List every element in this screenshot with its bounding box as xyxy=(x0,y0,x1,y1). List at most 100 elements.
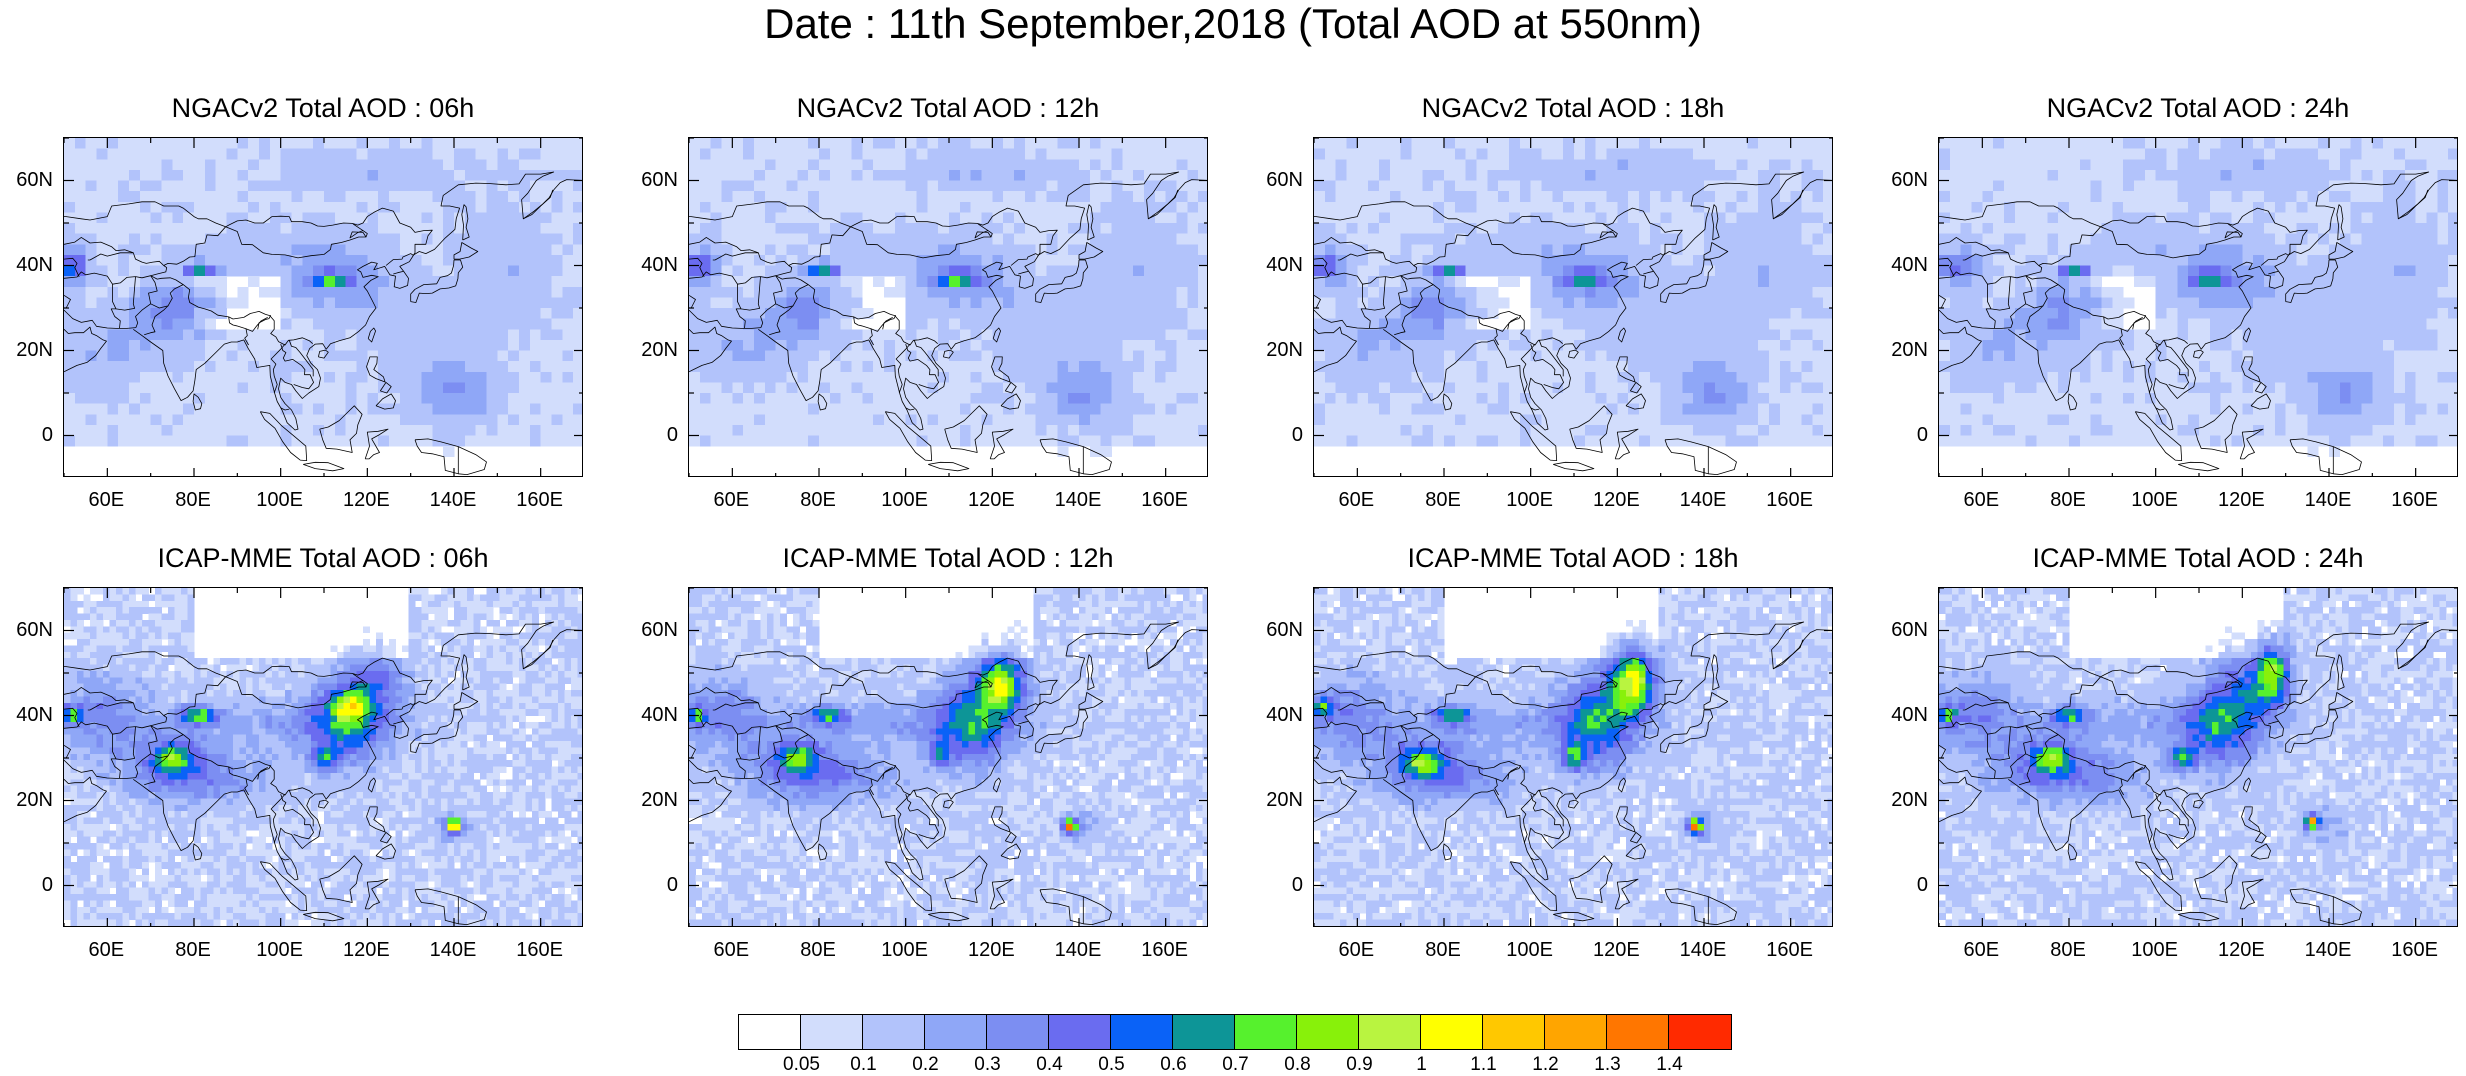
lat-tick-label: 40N xyxy=(1891,704,1928,726)
lat-tick-label: 0 xyxy=(1917,874,1928,896)
panel-title: ICAP-MME Total AOD : 06h xyxy=(3,543,643,574)
lon-tick-label: 80E xyxy=(2050,939,2086,961)
colorbar-swatch xyxy=(1235,1015,1297,1049)
colorbar-label: 0.3 xyxy=(974,1054,1000,1076)
lon-tick-label: 160E xyxy=(516,939,563,961)
lat-tick-label: 0 xyxy=(1292,424,1303,446)
lat-tick-label: 60N xyxy=(16,619,53,641)
lat-tick-label: 40N xyxy=(641,254,678,276)
lon-tick-label: 120E xyxy=(1593,489,1640,511)
lon-tick-label: 60E xyxy=(89,939,125,961)
colorbar-label: 0.1 xyxy=(850,1054,876,1076)
lon-tick-label: 100E xyxy=(256,489,303,511)
lat-tick-label: 0 xyxy=(667,874,678,896)
colorbar-label: 0.9 xyxy=(1346,1054,1372,1076)
panel-title: NGACv2 Total AOD : 18h xyxy=(1253,93,1893,124)
aod-grid-cells xyxy=(64,588,583,927)
map-frame xyxy=(1938,137,2458,477)
lon-tick-label: 120E xyxy=(343,489,390,511)
lon-tick-label: 160E xyxy=(2391,489,2438,511)
lon-tick-label: 140E xyxy=(430,939,477,961)
lat-tick-label: 20N xyxy=(1891,789,1928,811)
aod-field-map xyxy=(1314,588,1833,927)
aod-grid-cells xyxy=(64,138,583,457)
colorbar-swatch xyxy=(1173,1015,1235,1049)
aod-grid-cells xyxy=(1939,588,2458,927)
colorbar-label: 0.6 xyxy=(1160,1054,1186,1076)
colorbar-label: 1.3 xyxy=(1594,1054,1620,1076)
lon-tick-label: 100E xyxy=(1506,489,1553,511)
lon-tick-label: 120E xyxy=(1593,939,1640,961)
lon-tick-label: 160E xyxy=(1141,939,1188,961)
map-frame xyxy=(1313,137,1833,477)
lon-tick-label: 80E xyxy=(175,939,211,961)
colorbar-label: 1 xyxy=(1416,1054,1427,1076)
lon-tick-label: 140E xyxy=(2305,939,2352,961)
aod-field-map xyxy=(64,588,583,927)
aod-field-map xyxy=(1939,588,2458,927)
lat-tick-label: 60N xyxy=(1891,169,1928,191)
aod-grid-cells xyxy=(689,138,1208,457)
lat-tick-label: 20N xyxy=(641,339,678,361)
lon-tick-label: 160E xyxy=(2391,939,2438,961)
map-frame xyxy=(1938,587,2458,927)
panel-title: ICAP-MME Total AOD : 18h xyxy=(1253,543,1893,574)
lat-tick-label: 40N xyxy=(1891,254,1928,276)
panel-title: NGACv2 Total AOD : 24h xyxy=(1878,93,2466,124)
lon-tick-label: 80E xyxy=(2050,489,2086,511)
lat-tick-label: 60N xyxy=(1891,619,1928,641)
lon-tick-label: 140E xyxy=(430,489,477,511)
lon-tick-label: 80E xyxy=(800,489,836,511)
lat-tick-label: 40N xyxy=(16,704,53,726)
lon-tick-label: 80E xyxy=(175,489,211,511)
lat-tick-label: 0 xyxy=(1917,424,1928,446)
colorbar-label: 1.2 xyxy=(1532,1054,1558,1076)
lat-tick-label: 60N xyxy=(16,169,53,191)
colorbar-swatch xyxy=(1607,1015,1669,1049)
aod-field-map xyxy=(64,138,583,477)
lon-tick-label: 160E xyxy=(1141,489,1188,511)
lat-tick-label: 20N xyxy=(16,339,53,361)
lat-tick-label: 20N xyxy=(1891,339,1928,361)
lon-tick-label: 140E xyxy=(2305,489,2352,511)
colorbar-swatch xyxy=(1545,1015,1607,1049)
aod-grid-cells xyxy=(1939,138,2458,457)
colorbar-label: 1.4 xyxy=(1656,1054,1682,1076)
colorbar-swatch xyxy=(1049,1015,1111,1049)
lat-tick-label: 60N xyxy=(1266,169,1303,191)
map-frame xyxy=(688,137,1208,477)
lon-tick-label: 60E xyxy=(1964,489,2000,511)
aod-grid-cells xyxy=(1314,138,1833,446)
colorbar-swatch xyxy=(1669,1015,1731,1049)
colorbar-label: 0.2 xyxy=(912,1054,938,1076)
colorbar-label: 0.5 xyxy=(1098,1054,1124,1076)
panel-title: NGACv2 Total AOD : 12h xyxy=(628,93,1268,124)
colorbar-label: 0.4 xyxy=(1036,1054,1062,1076)
lon-tick-label: 160E xyxy=(1766,489,1813,511)
colorbar-swatch xyxy=(925,1015,987,1049)
lon-tick-label: 100E xyxy=(881,939,928,961)
map-frame xyxy=(63,137,583,477)
colorbar-swatch xyxy=(863,1015,925,1049)
colorbar-swatch xyxy=(1111,1015,1173,1049)
colorbar-swatch xyxy=(1359,1015,1421,1049)
lat-tick-label: 60N xyxy=(641,169,678,191)
lon-tick-label: 80E xyxy=(1425,489,1461,511)
aod-field-map xyxy=(1314,138,1833,477)
colorbar-label: 1.1 xyxy=(1470,1054,1496,1076)
lat-tick-label: 40N xyxy=(1266,254,1303,276)
figure-title: Date : 11th September,2018 (Total AOD at… xyxy=(0,0,2466,48)
colorbar-swatch xyxy=(1483,1015,1545,1049)
lon-tick-label: 60E xyxy=(89,489,125,511)
lat-tick-label: 20N xyxy=(641,789,678,811)
aod-field-map xyxy=(1939,138,2458,477)
colorbar-swatch xyxy=(801,1015,863,1049)
panel-title: NGACv2 Total AOD : 06h xyxy=(3,93,643,124)
lon-tick-label: 100E xyxy=(2131,939,2178,961)
aod-grid-cells xyxy=(1314,588,1833,927)
lon-tick-label: 100E xyxy=(881,489,928,511)
